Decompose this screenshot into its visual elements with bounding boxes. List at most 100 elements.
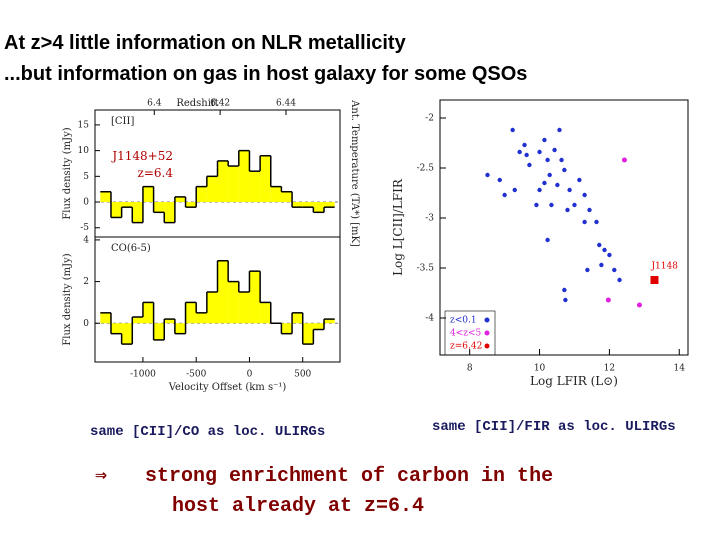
channel-fill — [292, 202, 303, 208]
point — [621, 157, 627, 163]
x-tick-label: 8 — [467, 364, 473, 374]
point — [577, 177, 582, 183]
y-label: Flux density (mJy) — [62, 253, 73, 345]
point — [517, 149, 522, 155]
y-tick-label: 15 — [78, 120, 90, 130]
point — [594, 219, 599, 225]
point — [485, 172, 490, 178]
legend-marker — [484, 343, 490, 349]
channel-fill — [238, 150, 250, 203]
point — [537, 187, 542, 193]
channel-fill — [174, 196, 186, 203]
x2-tick-label: 6.44 — [276, 99, 296, 109]
y-tick-label: -3 — [425, 214, 434, 224]
point — [582, 219, 587, 225]
caption: same [CII]/CO as loc. ULIRGs — [90, 424, 325, 440]
annotation: J1148 — [650, 262, 678, 272]
y-tick-label: -2.5 — [417, 164, 435, 174]
y-tick-label: -2 — [425, 114, 434, 124]
slide-subtitle: ...but information on gas in host galaxy… — [4, 63, 527, 85]
plot-frame — [94, 236, 341, 363]
point — [522, 142, 527, 148]
point — [617, 277, 622, 283]
channel-fill — [270, 186, 282, 203]
channel-fill — [110, 202, 122, 218]
legend-marker — [484, 330, 490, 336]
point — [524, 152, 529, 158]
point — [563, 297, 568, 303]
point — [572, 202, 577, 208]
point — [582, 192, 587, 198]
plot-frame — [439, 99, 689, 356]
channel-fill — [121, 202, 133, 208]
channel-fill — [196, 186, 207, 203]
point — [555, 182, 560, 188]
point — [497, 177, 502, 183]
y-tick-label: 5 — [83, 172, 89, 182]
point — [565, 207, 570, 213]
channel-fill — [164, 319, 175, 324]
channel-fill — [281, 323, 293, 334]
channel-fill — [142, 186, 154, 203]
channel-fill — [228, 166, 239, 203]
point — [552, 147, 557, 153]
channel-fill — [206, 176, 218, 203]
channel-fill — [260, 302, 271, 324]
x-tick-label: 0 — [247, 370, 253, 380]
channel-fill — [281, 191, 293, 203]
point — [537, 149, 542, 155]
x-tick-label: -500 — [186, 370, 206, 380]
channel-fill — [153, 323, 165, 340]
annotation: z=6.4 — [138, 166, 174, 180]
y-tick-label: 0 — [83, 198, 89, 208]
channel-fill — [302, 202, 314, 208]
channel-fill — [153, 202, 165, 213]
channel-fill — [313, 202, 325, 213]
point — [547, 172, 552, 178]
x-tick-label: 12 — [604, 364, 615, 374]
conclusion-line: host already at z=6.4 — [172, 495, 424, 518]
legend-marker — [484, 317, 490, 323]
point — [512, 187, 517, 193]
point — [605, 297, 611, 303]
channel-fill — [324, 202, 335, 208]
legend-frame — [444, 310, 496, 356]
x-label: Log LFIR (L⊙) — [530, 374, 618, 388]
point — [502, 192, 507, 198]
point — [585, 267, 590, 273]
y-tick-label: 2 — [83, 277, 89, 287]
channel-fill — [313, 323, 325, 330]
point — [545, 237, 550, 243]
channel-fill — [292, 312, 303, 324]
point — [534, 202, 539, 208]
x-tick-label: 14 — [674, 364, 686, 374]
point — [602, 247, 607, 253]
point — [636, 302, 642, 308]
channel-fill — [100, 191, 111, 203]
point — [542, 137, 547, 143]
conclusion-line: strong enrichment of carbon in the — [145, 465, 553, 488]
point — [510, 127, 515, 133]
y-tick-label: -4 — [425, 314, 434, 324]
point — [587, 207, 592, 213]
point — [599, 262, 604, 268]
point — [545, 157, 550, 163]
annotation: J1148+52 — [110, 149, 173, 163]
y-tick-label: 0 — [83, 319, 89, 329]
point — [567, 187, 572, 193]
point — [562, 167, 567, 173]
arrow: ⇒ — [95, 465, 107, 488]
y-label: Flux density (mJy) — [62, 127, 73, 219]
y2-label: Ant. Temperature (TA*) [mK] — [349, 99, 360, 247]
point — [612, 267, 617, 273]
x2-label: Redshift — [176, 98, 218, 109]
channel-fill — [121, 323, 133, 345]
x-tick-label: 500 — [294, 370, 311, 380]
channel-fill — [185, 302, 197, 324]
point — [527, 162, 532, 168]
channel-fill — [217, 160, 229, 203]
x2-tick-label: 6.42 — [210, 99, 230, 109]
channel-fill — [217, 260, 229, 324]
slide-title: At z>4 little information on NLR metalli… — [4, 32, 407, 54]
